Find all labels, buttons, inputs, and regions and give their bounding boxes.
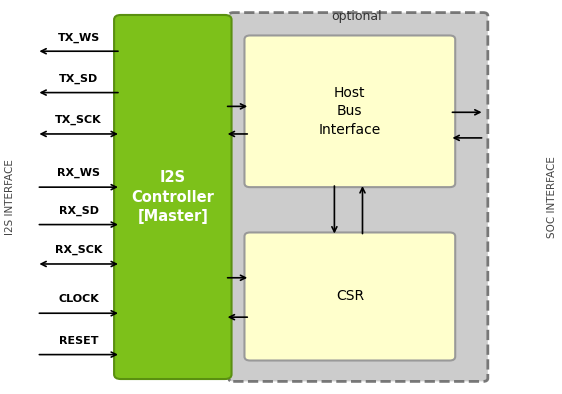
Text: I2S
Controller
[Master]: I2S Controller [Master] [132,170,214,224]
FancyBboxPatch shape [114,15,232,379]
Text: RX_SD: RX_SD [58,206,99,216]
Text: I2S INTERFACE: I2S INTERFACE [5,159,15,235]
Text: CSR: CSR [336,290,364,303]
Text: SOC INTERFACE: SOC INTERFACE [547,156,557,238]
FancyBboxPatch shape [244,35,455,187]
Text: RX_WS: RX_WS [57,168,100,178]
Text: TX_WS: TX_WS [57,32,100,43]
FancyBboxPatch shape [244,232,455,361]
Text: TX_SD: TX_SD [59,74,98,84]
Text: CLOCK: CLOCK [58,294,99,305]
FancyBboxPatch shape [229,13,488,381]
Text: RX_SCK: RX_SCK [55,245,102,255]
Text: TX_SCK: TX_SCK [56,115,102,125]
Text: Host
Bus
Interface: Host Bus Interface [319,86,381,137]
Text: optional: optional [332,10,382,23]
Text: RESET: RESET [59,336,98,346]
